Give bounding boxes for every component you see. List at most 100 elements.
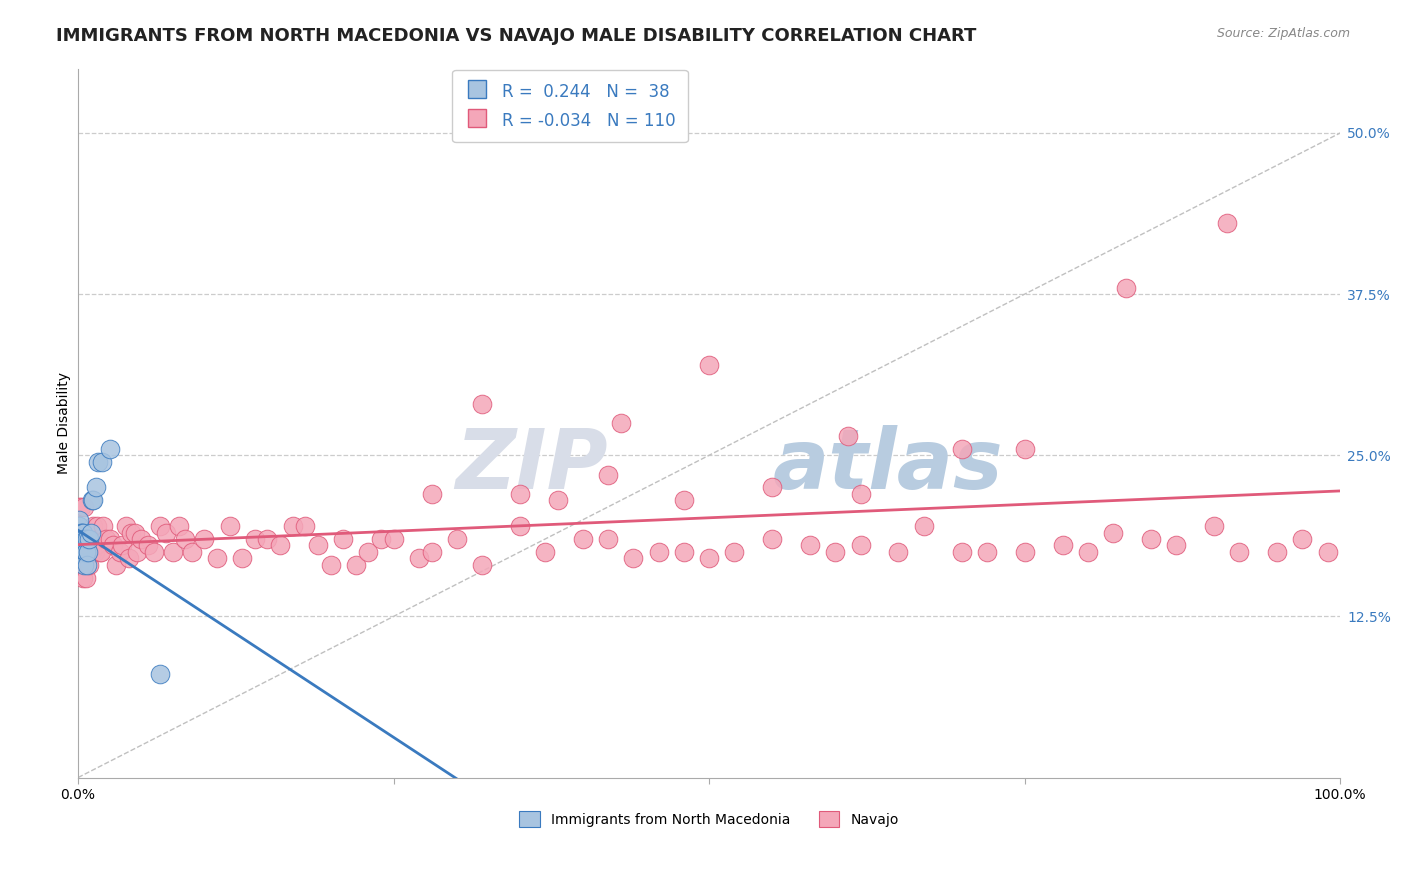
Text: atlas: atlas xyxy=(772,425,1002,506)
Point xyxy=(75,545,97,559)
Point xyxy=(142,545,165,559)
Point xyxy=(1227,545,1250,559)
Point xyxy=(72,539,94,553)
Point xyxy=(1316,545,1339,559)
Point xyxy=(1115,280,1137,294)
Point xyxy=(420,545,443,559)
Point xyxy=(509,519,531,533)
Point xyxy=(70,558,93,572)
Point xyxy=(193,532,215,546)
Point xyxy=(534,545,557,559)
Point xyxy=(94,532,117,546)
Point xyxy=(70,545,93,559)
Point xyxy=(111,539,134,553)
Point xyxy=(1291,532,1313,546)
Point xyxy=(256,532,278,546)
Point xyxy=(91,455,114,469)
Point xyxy=(1215,216,1237,230)
Point xyxy=(281,519,304,533)
Point xyxy=(155,525,177,540)
Point xyxy=(697,358,720,372)
Point xyxy=(67,519,90,533)
Point xyxy=(73,545,96,559)
Point xyxy=(103,539,125,553)
Point xyxy=(79,532,101,546)
Point xyxy=(69,500,91,514)
Point xyxy=(205,551,228,566)
Point xyxy=(446,532,468,546)
Point xyxy=(87,532,110,546)
Point xyxy=(93,519,115,533)
Point xyxy=(69,532,91,546)
Point xyxy=(824,545,846,559)
Point xyxy=(180,545,202,559)
Point xyxy=(70,539,93,553)
Point xyxy=(799,539,821,553)
Point xyxy=(672,545,695,559)
Point xyxy=(72,545,94,559)
Point xyxy=(218,519,240,533)
Point xyxy=(84,481,107,495)
Point xyxy=(408,551,430,566)
Point xyxy=(647,545,669,559)
Point xyxy=(89,545,111,559)
Point xyxy=(69,525,91,540)
Point xyxy=(849,487,872,501)
Point xyxy=(80,545,103,559)
Point xyxy=(319,558,342,572)
Point xyxy=(761,532,783,546)
Point xyxy=(610,416,633,430)
Point xyxy=(1140,532,1163,546)
Point xyxy=(697,551,720,566)
Point xyxy=(1102,525,1125,540)
Point xyxy=(70,532,93,546)
Point xyxy=(149,519,172,533)
Point xyxy=(115,519,138,533)
Point xyxy=(370,532,392,546)
Point xyxy=(1265,545,1288,559)
Point xyxy=(269,539,291,553)
Y-axis label: Male Disability: Male Disability xyxy=(58,372,72,474)
Point xyxy=(332,532,354,546)
Point xyxy=(67,558,90,572)
Point xyxy=(67,513,90,527)
Point xyxy=(90,545,112,559)
Point xyxy=(950,442,973,456)
Point xyxy=(80,525,103,540)
Point xyxy=(167,519,190,533)
Point xyxy=(912,519,935,533)
Point xyxy=(73,539,96,553)
Point xyxy=(231,551,253,566)
Point xyxy=(83,545,105,559)
Point xyxy=(69,539,91,553)
Point xyxy=(849,539,872,553)
Point xyxy=(67,545,90,559)
Point xyxy=(509,487,531,501)
Point xyxy=(127,545,149,559)
Point xyxy=(1164,539,1187,553)
Point xyxy=(117,551,139,566)
Point xyxy=(67,525,90,540)
Text: Source: ZipAtlas.com: Source: ZipAtlas.com xyxy=(1216,27,1350,40)
Text: ZIP: ZIP xyxy=(456,425,609,506)
Point xyxy=(124,525,146,540)
Point xyxy=(67,525,90,540)
Point xyxy=(72,525,94,540)
Point xyxy=(887,545,910,559)
Point xyxy=(67,545,90,559)
Point xyxy=(1202,519,1225,533)
Point xyxy=(471,397,494,411)
Point xyxy=(76,532,98,546)
Point xyxy=(598,532,620,546)
Point xyxy=(86,519,108,533)
Point xyxy=(1077,545,1099,559)
Point xyxy=(87,455,110,469)
Point xyxy=(761,481,783,495)
Point xyxy=(382,532,405,546)
Point xyxy=(84,539,107,553)
Point xyxy=(174,532,197,546)
Point xyxy=(420,487,443,501)
Point xyxy=(69,532,91,546)
Point xyxy=(243,532,266,546)
Point xyxy=(723,545,745,559)
